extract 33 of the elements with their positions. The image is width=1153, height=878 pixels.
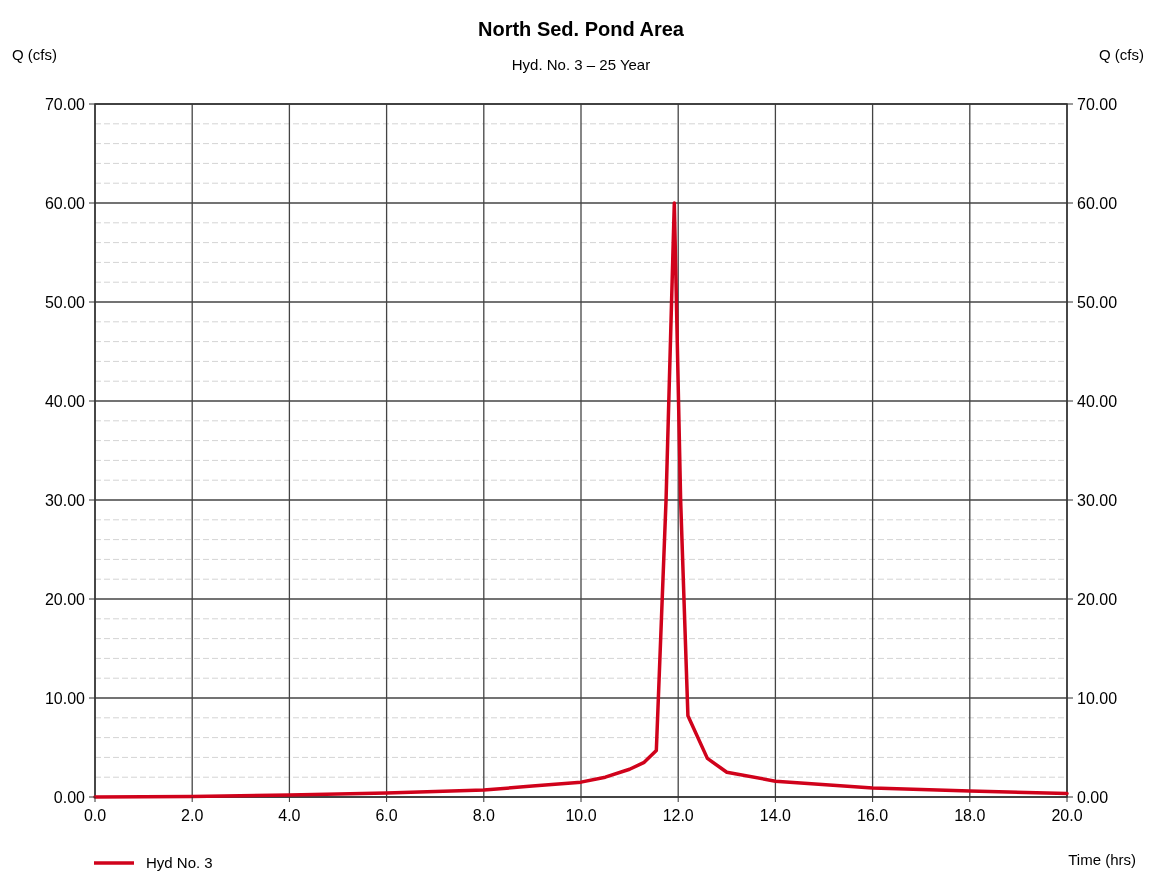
y2-tick-label: 40.00	[1077, 392, 1118, 410]
y-tick-label: 60.00	[44, 194, 86, 212]
y2-tick-label: 70.00	[1077, 95, 1118, 113]
x-tick-label: 6.0	[375, 807, 398, 824]
x-tick-label: 18.0	[954, 807, 986, 824]
y-tick-label: 40.00	[44, 392, 86, 410]
x-tick-label: 4.0	[278, 807, 301, 824]
y2-axis-title: Q (cfs)	[1099, 46, 1144, 63]
y2-tick-label: 0.00	[1077, 788, 1109, 806]
x-tick-label: 16.0	[857, 807, 889, 824]
y2-tick-label: 20.00	[1077, 590, 1118, 608]
legend-label: Hyd No. 3	[146, 854, 213, 871]
y-tick-label: 20.00	[44, 590, 86, 608]
y2-tick-label: 50.00	[1077, 293, 1118, 311]
x-tick-label: 10.0	[565, 807, 597, 824]
y2-tick-label: 10.00	[1077, 689, 1118, 707]
y-tick-label: 10.00	[44, 689, 86, 707]
x-tick-label: 0.0	[83, 807, 107, 824]
x-tick-label: 12.0	[662, 807, 694, 824]
x-tick-label: 8.0	[472, 807, 496, 824]
y-tick-label: 30.00	[44, 491, 86, 509]
x-tick-label: 2.0	[181, 807, 204, 824]
x-axis-title: Time (hrs)	[1068, 851, 1136, 868]
chart-title: North Sed. Pond Area	[478, 18, 685, 40]
y-tick-label: 0.00	[53, 788, 86, 806]
y2-tick-label: 60.00	[1077, 194, 1118, 212]
y-tick-label: 70.00	[44, 95, 86, 113]
y-axis-title: Q (cfs)	[12, 46, 57, 63]
y2-tick-label: 30.00	[1077, 491, 1118, 509]
x-tick-label: 14.0	[759, 807, 792, 824]
y-tick-label: 50.00	[44, 293, 86, 311]
x-tick-label: 20.0	[1051, 807, 1083, 824]
chart-subtitle: Hyd. No. 3 – 25 Year	[511, 56, 651, 73]
